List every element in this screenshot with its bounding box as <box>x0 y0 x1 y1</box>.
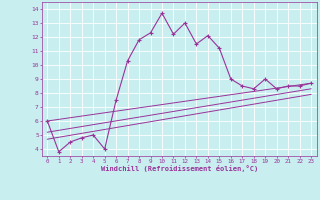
X-axis label: Windchill (Refroidissement éolien,°C): Windchill (Refroidissement éolien,°C) <box>100 165 258 172</box>
